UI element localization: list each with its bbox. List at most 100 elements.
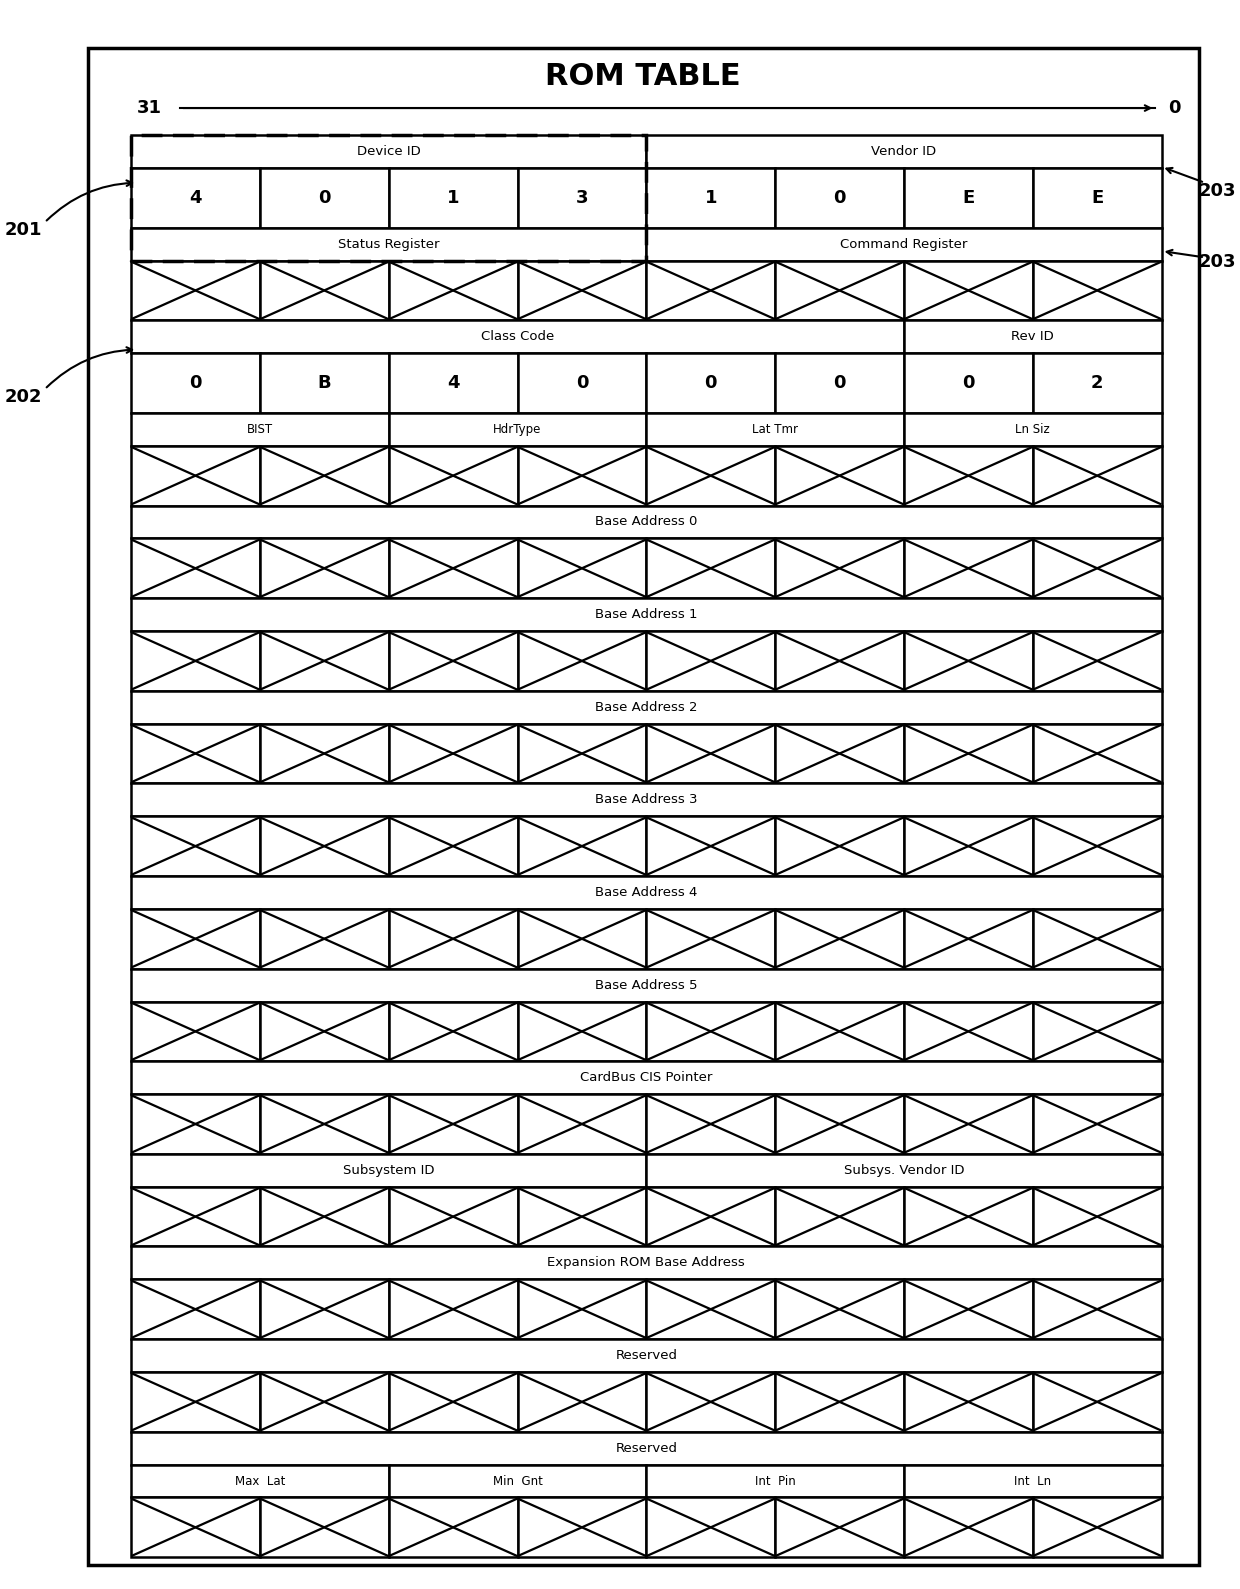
Bar [131, 413, 388, 447]
Bar [517, 1095, 646, 1154]
Bar [904, 1095, 1033, 1154]
Text: 203: 203 [1198, 181, 1236, 200]
Bar [775, 539, 904, 597]
Bar [260, 168, 388, 227]
Text: Subsystem ID: Subsystem ID [343, 1163, 434, 1177]
Bar [388, 539, 517, 597]
Bar [904, 723, 1033, 783]
Bar [131, 1465, 388, 1497]
Bar [131, 597, 1162, 631]
Text: 31: 31 [138, 99, 162, 118]
Text: CardBus CIS Pointer: CardBus CIS Pointer [580, 1071, 713, 1084]
Bar [1033, 723, 1162, 783]
Text: 4: 4 [446, 373, 459, 392]
Bar [517, 1001, 646, 1061]
Bar [388, 1497, 517, 1557]
Text: 0: 0 [704, 373, 717, 392]
Text: 0: 0 [1168, 99, 1180, 118]
Bar [131, 261, 260, 321]
Bar [904, 1497, 1033, 1557]
Bar [775, 1095, 904, 1154]
Text: Status Register: Status Register [339, 238, 439, 251]
Bar [904, 1187, 1033, 1246]
Bar [904, 261, 1033, 321]
Bar [1033, 1095, 1162, 1154]
Text: Base Address 1: Base Address 1 [595, 609, 698, 621]
Bar [517, 261, 646, 321]
Text: 3: 3 [575, 189, 588, 207]
Text: E: E [1091, 189, 1104, 207]
Text: Subsys. Vendor ID: Subsys. Vendor ID [843, 1163, 965, 1177]
Text: 202: 202 [5, 388, 42, 407]
Bar [775, 353, 904, 413]
Text: Min  Gnt: Min Gnt [492, 1475, 542, 1487]
Bar [388, 1001, 517, 1061]
Text: Reserved: Reserved [615, 1441, 677, 1454]
Bar [904, 1279, 1033, 1340]
Bar [904, 631, 1033, 691]
Bar [131, 539, 260, 597]
Bar [388, 353, 517, 413]
Bar [388, 168, 517, 227]
Text: Int  Pin: Int Pin [755, 1475, 796, 1487]
Text: 4: 4 [190, 189, 202, 207]
Bar [260, 723, 388, 783]
Bar [131, 909, 260, 969]
Bar [388, 261, 517, 321]
Bar [646, 909, 775, 969]
Bar [131, 876, 1162, 909]
Bar [517, 1497, 646, 1557]
Text: Base Address 0: Base Address 0 [595, 515, 698, 529]
Bar [775, 909, 904, 969]
Text: 0: 0 [833, 189, 846, 207]
Bar [388, 817, 517, 876]
Bar [131, 1371, 260, 1432]
Bar [260, 261, 388, 321]
Bar [517, 1279, 646, 1340]
Bar [131, 321, 904, 353]
Bar [1033, 168, 1162, 227]
Text: BIST: BIST [247, 423, 273, 435]
Bar [388, 447, 517, 505]
Bar [775, 1001, 904, 1061]
Bar [517, 1371, 646, 1432]
Text: 2: 2 [1091, 373, 1104, 392]
Bar [646, 1154, 1162, 1187]
Bar [131, 135, 646, 168]
Text: 0: 0 [190, 373, 202, 392]
Bar [131, 1340, 1162, 1371]
Bar [646, 1001, 775, 1061]
Bar [131, 1432, 1162, 1465]
Bar [131, 1154, 646, 1187]
Bar [131, 353, 260, 413]
Bar [904, 447, 1033, 505]
Bar [1033, 1497, 1162, 1557]
Bar [775, 1187, 904, 1246]
Bar [904, 1465, 1162, 1497]
Bar [131, 1279, 260, 1340]
Bar [517, 1187, 646, 1246]
Bar [388, 1279, 517, 1340]
Text: 1: 1 [446, 189, 459, 207]
Text: 0: 0 [833, 373, 846, 392]
Bar [131, 1246, 1162, 1279]
Bar [388, 723, 517, 783]
Bar [131, 1095, 260, 1154]
Bar [131, 447, 260, 505]
Bar [131, 723, 260, 783]
Text: 201: 201 [5, 221, 42, 240]
Bar [775, 447, 904, 505]
Bar [1033, 817, 1162, 876]
Bar [775, 1371, 904, 1432]
Bar [131, 1497, 260, 1557]
Bar [646, 135, 1162, 168]
Bar [260, 1187, 388, 1246]
Bar [388, 631, 517, 691]
Bar [775, 261, 904, 321]
Bar [1033, 1371, 1162, 1432]
Bar [775, 817, 904, 876]
Bar [388, 1187, 517, 1246]
Bar [646, 1279, 775, 1340]
Bar [517, 447, 646, 505]
Text: E: E [962, 189, 975, 207]
